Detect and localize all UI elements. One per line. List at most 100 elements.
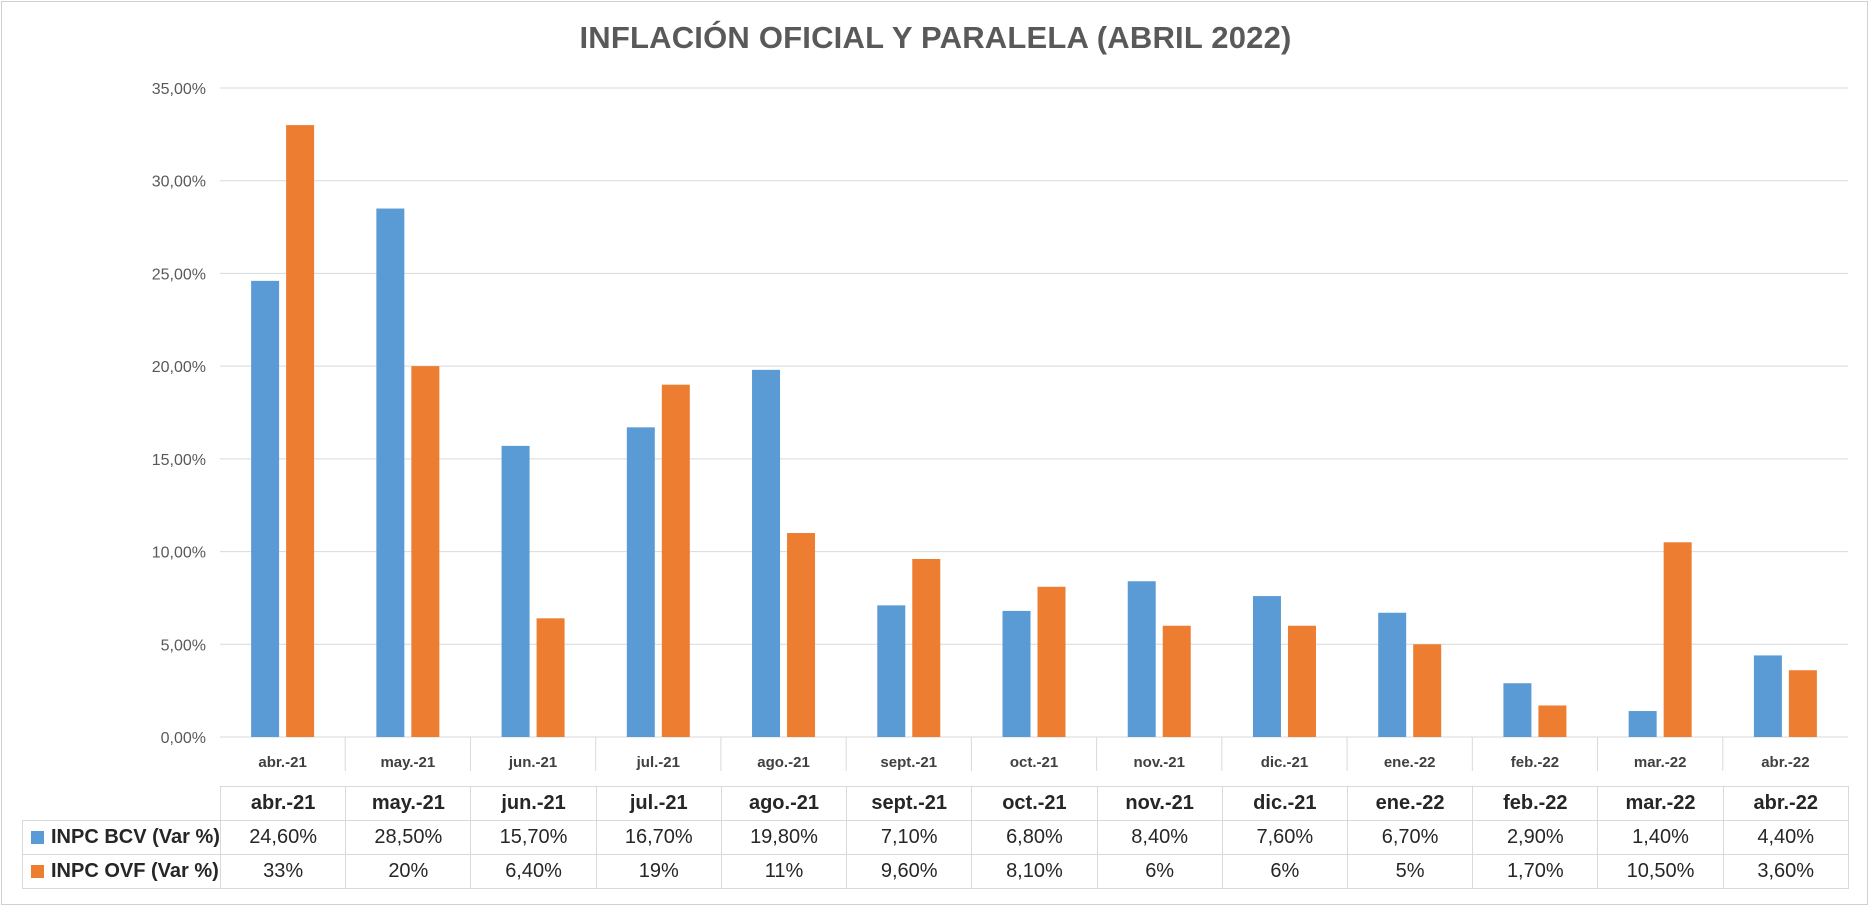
bar-inpc-bcv [1252, 596, 1281, 737]
bar-inpc-ovf [787, 533, 816, 737]
bar-inpc-bcv [1628, 711, 1657, 737]
bar-inpc-bcv [626, 427, 655, 737]
data-table-cell: 5% [1346, 854, 1474, 889]
y-tick-label: 15,00% [152, 452, 206, 469]
bar-inpc-bcv [1503, 683, 1532, 737]
x-tick-label: abr.-22 [1761, 754, 1809, 771]
data-table-cell: 24,60% [219, 820, 347, 855]
bar-inpc-ovf [661, 384, 690, 737]
x-tick-label: feb.-22 [1511, 754, 1559, 771]
bar-inpc-ovf [1788, 670, 1817, 737]
data-table-cell: 19% [595, 854, 722, 889]
bar-inpc-ovf [912, 558, 941, 737]
data-table-category: mar.-22 [1597, 786, 1724, 821]
data-table-header-row: abr.-21 may.-21 jun.-21 jul.-21 ago.-21 sept.… [22, 786, 1849, 821]
bar-inpc-bcv [1378, 612, 1407, 737]
legend-entry: INPC OVF (Var %) [22, 854, 221, 889]
data-table-category: ene.-22 [1346, 786, 1474, 821]
bar-inpc-ovf [1037, 586, 1066, 737]
bar-inpc-ovf [286, 125, 315, 738]
x-tick-label: ago.-21 [757, 754, 810, 771]
data-table-cell: 6,70% [1346, 820, 1474, 855]
bar-inpc-ovf [1287, 625, 1316, 737]
y-tick-label: 30,00% [152, 174, 206, 191]
data-table: abr.-21 may.-21 jun.-21 jul.-21 ago.-21 sept.… [22, 786, 1849, 889]
data-table-cell: 1,40% [1597, 820, 1724, 855]
data-table-category: dic.-21 [1221, 786, 1348, 821]
data-table-cell: 20% [345, 854, 472, 889]
data-table-category: abr.-22 [1722, 786, 1849, 821]
legend-label: INPC OVF (Var %) [51, 860, 219, 882]
data-table-row-ovf: INPC OVF (Var %) 33% 20% 6,40% 19% 11% 9,60% 8,… [22, 854, 1849, 889]
y-tick-label: 20,00% [152, 359, 206, 376]
bar-inpc-bcv [501, 445, 530, 737]
bar-inpc-ovf [1413, 644, 1442, 737]
x-tick-label: ene.-22 [1384, 754, 1436, 771]
bar-inpc-bcv [877, 605, 906, 737]
bar-inpc-bcv [1753, 655, 1782, 737]
data-table-cell: 4,40% [1722, 820, 1849, 855]
data-table-cell: 9,60% [846, 854, 973, 889]
y-tick-label: 0,00% [161, 730, 206, 747]
bar-inpc-bcv [376, 208, 405, 737]
data-table-cell: 1,70% [1472, 854, 1599, 889]
data-table-category: sept.-21 [846, 786, 973, 821]
x-tick-label: jul.-21 [636, 754, 680, 771]
bar-inpc-ovf [536, 618, 565, 737]
y-tick-label: 35,00% [152, 81, 206, 98]
data-table-cell: 7,60% [1221, 820, 1348, 855]
gridlines [220, 87, 1848, 771]
bar-inpc-bcv [752, 369, 781, 737]
data-table-category: abr.-21 [219, 786, 347, 821]
bar-inpc-bcv [1127, 581, 1156, 737]
x-tick-label: sept.-21 [880, 754, 937, 771]
x-axis-ticks: abr.-21 may.-21 jun.-21 jul.-21 ago.-21 sept.… [258, 754, 1809, 771]
data-table-category: jun.-21 [470, 786, 597, 821]
legend-swatch [31, 831, 44, 844]
y-tick-label: 10,00% [152, 545, 206, 562]
bar-inpc-ovf [1663, 542, 1692, 737]
data-table-corner [22, 786, 221, 821]
data-table-category: ago.-21 [720, 786, 848, 821]
legend-label: INPC BCV (Var %) [51, 826, 220, 848]
y-tick-label: 25,00% [152, 266, 206, 283]
data-table-cell: 6% [1096, 854, 1223, 889]
legend-swatch [31, 865, 44, 878]
bar-inpc-ovf [1538, 705, 1567, 737]
chart-title: INFLACIÓN OFICIAL Y PARALELA (ABRIL 2022… [579, 20, 1292, 55]
data-table-category: feb.-22 [1472, 786, 1599, 821]
data-table-cell: 28,50% [345, 820, 472, 855]
bar-inpc-bcv [251, 280, 280, 737]
data-table-cell: 33% [219, 854, 347, 889]
data-table-cell: 10,50% [1597, 854, 1724, 889]
data-table-cell: 8,10% [971, 854, 1098, 889]
bar-inpc-bcv [1002, 610, 1031, 737]
x-tick-label: oct.-21 [1010, 754, 1058, 771]
data-table-cell: 11% [720, 854, 848, 889]
y-tick-label: 5,00% [161, 637, 206, 654]
data-table-category: nov.-21 [1096, 786, 1223, 821]
legend-entry: INPC BCV (Var %) [22, 820, 221, 855]
data-table-cell: 6% [1221, 854, 1348, 889]
y-axis-ticks: 0,00% 5,00% 10,00% 15,00% 20,00% 25,00% 30,00%… [152, 81, 206, 747]
x-tick-label: nov.-21 [1134, 754, 1185, 771]
data-table-cell: 16,70% [595, 820, 722, 855]
data-table-category: oct.-21 [971, 786, 1098, 821]
x-tick-label: abr.-21 [258, 754, 306, 771]
data-table-cell: 19,80% [720, 820, 848, 855]
data-table-row-bcv: INPC BCV (Var %) 24,60% 28,50% 15,70% 16,70%… [22, 820, 1849, 855]
bar-inpc-ovf [411, 366, 440, 737]
bars [251, 125, 1817, 738]
data-table-category: may.-21 [345, 786, 472, 821]
data-table-cell: 3,60% [1722, 854, 1849, 889]
x-tick-label: dic.-21 [1261, 754, 1309, 771]
data-table-cell: 15,70% [470, 820, 597, 855]
x-tick-label: mar.-22 [1634, 754, 1687, 771]
x-tick-label: jun.-21 [508, 754, 557, 771]
data-table-category: jul.-21 [595, 786, 722, 821]
data-table-cell: 6,80% [971, 820, 1098, 855]
x-tick-label: may.-21 [380, 754, 435, 771]
data-table-cell: 7,10% [846, 820, 973, 855]
